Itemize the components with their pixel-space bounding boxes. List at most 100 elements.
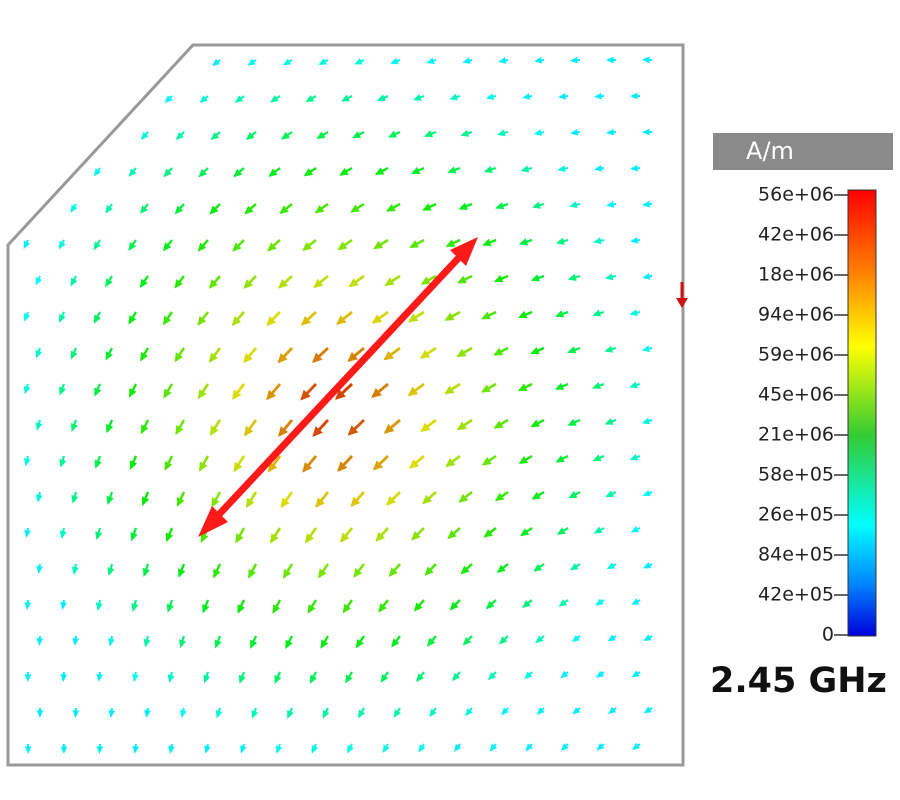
arrow-head bbox=[199, 95, 208, 104]
arrow-head bbox=[70, 277, 78, 287]
arrow-head bbox=[272, 604, 281, 614]
arrow-head bbox=[214, 639, 222, 649]
arrow-head bbox=[457, 275, 467, 284]
arrow-head bbox=[642, 128, 650, 136]
arrow-head bbox=[166, 603, 174, 613]
arrow-head bbox=[571, 634, 580, 643]
arrow-head bbox=[451, 672, 460, 682]
legend-label: 58e+05 bbox=[758, 464, 834, 486]
arrow-head bbox=[282, 58, 292, 66]
arrow-head bbox=[522, 93, 531, 100]
arrow-head bbox=[353, 568, 363, 578]
arrow-head bbox=[487, 672, 497, 681]
arrow-head bbox=[280, 497, 290, 509]
arrow-head bbox=[72, 710, 80, 718]
arrow-head bbox=[416, 673, 425, 683]
arrow-head bbox=[266, 389, 277, 401]
arrow-head bbox=[96, 746, 104, 754]
arrow-head bbox=[567, 273, 577, 281]
arrow-head bbox=[465, 708, 473, 717]
arrow-head bbox=[300, 315, 312, 326]
arrow-head bbox=[128, 168, 137, 177]
arrow-head bbox=[554, 382, 565, 390]
arrow-head bbox=[350, 496, 361, 508]
arrow-head bbox=[231, 389, 242, 400]
arrow-head bbox=[105, 278, 113, 288]
arrow-head bbox=[36, 710, 44, 718]
arrow-head bbox=[445, 458, 456, 468]
arrow-head bbox=[35, 277, 42, 286]
arrow-head bbox=[174, 205, 184, 215]
arrow-head bbox=[128, 241, 137, 251]
arrow-head bbox=[209, 205, 219, 215]
arrow-head bbox=[312, 426, 323, 437]
arrow-head bbox=[303, 168, 313, 177]
arrow-head bbox=[594, 92, 602, 100]
arrow-head bbox=[558, 599, 568, 607]
arrow-head bbox=[304, 533, 315, 544]
arrow-head bbox=[130, 532, 138, 542]
arrow-head bbox=[23, 457, 31, 467]
arrow-head bbox=[23, 313, 31, 322]
arrow-head bbox=[347, 351, 359, 362]
arrow-head bbox=[270, 95, 279, 103]
arrow-head bbox=[94, 459, 102, 469]
arrow-head bbox=[555, 237, 565, 245]
arrow-head bbox=[373, 240, 384, 250]
arrow-head bbox=[59, 530, 67, 539]
arrow-head bbox=[95, 531, 103, 541]
arrow-head bbox=[378, 603, 387, 613]
arrow-head bbox=[556, 527, 566, 535]
arrow-head bbox=[606, 56, 614, 64]
arrow-head bbox=[341, 94, 350, 102]
arrow-head bbox=[420, 276, 431, 285]
arrow-head bbox=[314, 204, 325, 214]
arrow-head bbox=[95, 602, 103, 611]
arrow-head bbox=[164, 95, 173, 104]
arrow-head bbox=[456, 348, 467, 358]
legend-label: 94e+06 bbox=[758, 304, 834, 326]
arrow-head bbox=[244, 205, 254, 215]
arrow-head bbox=[501, 707, 509, 716]
arrow-head bbox=[105, 205, 113, 214]
arrow-head bbox=[604, 273, 614, 281]
arrow-head bbox=[277, 352, 288, 364]
arrow-head bbox=[287, 710, 294, 719]
arrow-head bbox=[251, 710, 259, 719]
arrow-head bbox=[197, 389, 207, 400]
arrow-head bbox=[536, 707, 545, 715]
frequency-label: 2.45 GHz bbox=[710, 661, 887, 701]
arrow-head bbox=[335, 389, 346, 400]
arrow-head bbox=[496, 564, 506, 574]
arrow-head bbox=[422, 203, 432, 211]
arrow-head bbox=[371, 387, 382, 398]
arrow-head bbox=[605, 490, 615, 497]
arrow-head bbox=[482, 238, 492, 247]
arrow-head bbox=[591, 382, 601, 390]
arrow-head bbox=[383, 423, 395, 434]
arrow-head bbox=[234, 95, 244, 103]
arrow-head bbox=[408, 459, 420, 469]
arrow-head bbox=[163, 168, 172, 178]
arrow-head bbox=[107, 567, 115, 576]
arrow-head bbox=[233, 461, 243, 473]
arrow-head bbox=[179, 639, 187, 649]
arrow-head bbox=[458, 202, 468, 210]
arrow-head bbox=[642, 56, 650, 64]
arrow-head bbox=[604, 345, 614, 353]
arrow-head bbox=[162, 315, 172, 326]
arrow-head bbox=[357, 709, 366, 719]
arrow-head bbox=[211, 497, 220, 508]
arrow-head bbox=[23, 385, 31, 395]
arrow-head bbox=[23, 240, 30, 250]
arrow-head bbox=[162, 242, 172, 252]
arrow-head bbox=[375, 531, 386, 542]
arrow-head bbox=[348, 278, 359, 288]
arrow-head bbox=[280, 131, 290, 140]
arrow-head bbox=[460, 129, 470, 137]
arrow-head bbox=[233, 168, 243, 178]
arrow-head bbox=[232, 242, 242, 252]
arrow-head bbox=[629, 309, 638, 317]
arrow-head bbox=[522, 599, 531, 608]
arrow-head bbox=[167, 674, 175, 683]
